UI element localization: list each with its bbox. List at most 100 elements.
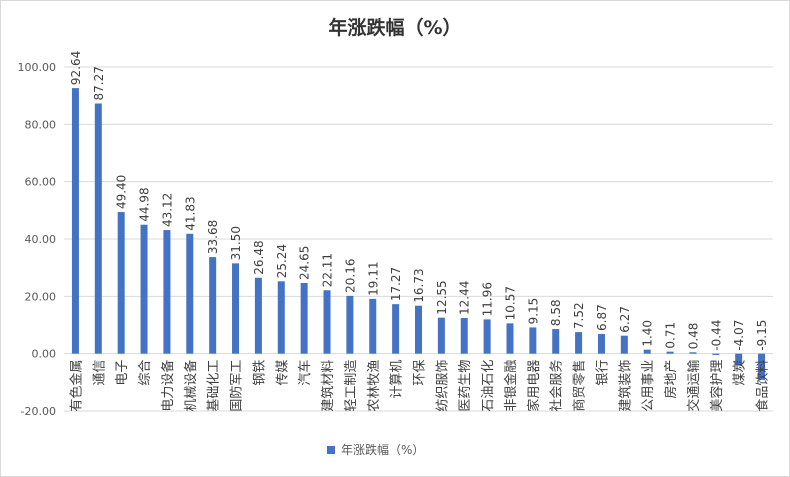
bar	[597, 333, 605, 354]
x-tick-label: 基础化工	[207, 360, 222, 412]
data-label: 44.98	[138, 187, 152, 221]
data-label: 26.48	[252, 240, 266, 274]
y-tick-label: 100.00	[18, 61, 57, 74]
legend-swatch	[327, 446, 335, 454]
bar	[552, 329, 560, 354]
x-tick-label: 电力设备	[160, 360, 176, 412]
bar	[94, 103, 102, 354]
bar	[483, 319, 491, 354]
bar	[71, 88, 79, 354]
data-label: 1.40	[641, 320, 655, 347]
x-tick-label: 纺织服饰	[435, 360, 450, 412]
x-tick-label: 农林牧渔	[367, 360, 382, 412]
data-label: 12.44	[458, 281, 472, 315]
y-tick-label: 20.00	[25, 290, 57, 303]
x-tick-label: 公用事业	[641, 360, 656, 412]
bar	[346, 295, 354, 354]
x-tick-label: 银行	[595, 360, 610, 386]
bar	[460, 318, 468, 354]
x-tick-label: 建筑材料	[320, 360, 336, 412]
x-tick-label: 非银金融	[503, 360, 519, 412]
bar	[163, 230, 171, 354]
x-tick-label: 石油石化	[481, 360, 496, 412]
data-label: -0.44	[709, 320, 723, 351]
data-label: 0.71	[664, 322, 678, 349]
y-tick-label: 40.00	[25, 233, 57, 246]
bar	[643, 349, 651, 354]
x-tick-label: 建筑装饰	[617, 360, 633, 412]
bar	[254, 277, 262, 354]
x-tick-label: 食品饮料	[755, 360, 771, 412]
x-tick-label: 钢铁	[252, 360, 267, 386]
data-label: 9.15	[526, 298, 540, 325]
legend-label: 年涨跌幅（%）	[341, 442, 424, 457]
data-label: 49.40	[115, 175, 129, 209]
data-label: 11.96	[481, 282, 495, 316]
data-label: 16.73	[412, 268, 426, 302]
data-label: -9.15	[755, 320, 769, 351]
data-label: 0.48	[686, 323, 700, 350]
bar	[209, 257, 217, 354]
data-label: 33.68	[206, 220, 220, 254]
x-tick-label: 美容护理	[709, 360, 725, 412]
data-label: 7.52	[572, 302, 586, 329]
data-label: 6.87	[595, 304, 609, 331]
y-tick-label: -20.00	[21, 405, 56, 418]
bar	[666, 351, 674, 354]
data-label: 43.12	[160, 193, 174, 227]
x-tick-label: 轻工制造	[344, 360, 359, 412]
data-label: 8.58	[549, 299, 563, 326]
data-label: 6.27	[618, 306, 632, 333]
chart-title: 年涨跌幅（%）	[328, 16, 461, 39]
bar	[300, 283, 308, 354]
y-tick-label: 0.00	[32, 348, 57, 361]
x-tick-label: 房地产	[663, 360, 679, 399]
x-tick-label: 机械设备	[183, 360, 199, 412]
x-tick-label: 煤炭	[733, 360, 748, 386]
bar	[140, 224, 148, 354]
bar	[277, 281, 285, 354]
x-tick-label: 交通运输	[686, 360, 702, 412]
bar	[186, 233, 194, 354]
bar	[689, 352, 697, 354]
x-tick-label: 电子	[115, 360, 130, 386]
bar	[529, 327, 537, 354]
data-label: 24.65	[298, 246, 312, 280]
data-label: 17.27	[389, 267, 403, 301]
x-tick-label: 家用电器	[526, 360, 542, 412]
data-label: 19.11	[366, 262, 380, 296]
x-tick-label: 社会服务	[549, 360, 565, 412]
x-tick-label: 医药生物	[458, 360, 473, 412]
bar	[369, 298, 377, 354]
data-label: 41.83	[183, 196, 197, 230]
x-tick-label: 通信	[92, 360, 107, 386]
bar	[323, 290, 331, 354]
bar	[232, 263, 240, 354]
x-tick-label: 计算机	[390, 360, 405, 399]
bar	[392, 304, 400, 354]
data-label: -4.07	[732, 320, 746, 351]
bar	[506, 323, 514, 354]
bar	[735, 353, 743, 366]
bar	[415, 305, 422, 354]
x-tick-label: 商贸零售	[572, 360, 588, 412]
bar	[575, 332, 583, 354]
bar	[117, 212, 125, 354]
x-tick-label: 国防军工	[229, 360, 245, 412]
x-tick-label: 有色金属	[68, 360, 84, 412]
data-label: 12.55	[435, 280, 449, 314]
data-label: 87.27	[92, 66, 106, 100]
bar	[437, 317, 445, 354]
bar	[758, 353, 766, 380]
x-tick-label: 汽车	[297, 360, 313, 386]
y-tick-label: 80.00	[25, 118, 57, 131]
y-tick-label: 60.00	[25, 176, 57, 189]
x-tick-label: 环保	[413, 360, 428, 386]
data-label: 10.57	[503, 286, 517, 320]
bar	[620, 335, 628, 354]
data-label: 31.50	[229, 226, 243, 260]
data-label: 92.64	[69, 51, 83, 85]
data-label: 22.11	[321, 253, 335, 287]
